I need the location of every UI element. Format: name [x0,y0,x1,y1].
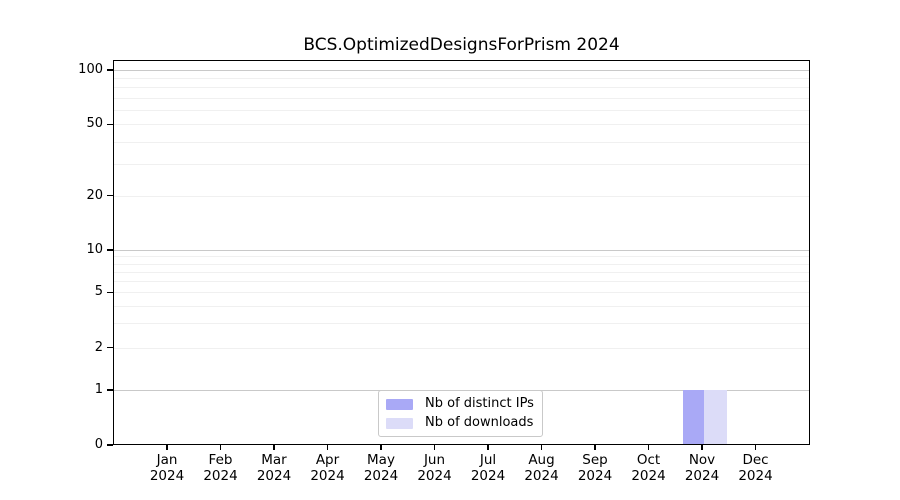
minor-gridline [114,164,809,166]
legend-label-distinct-ips: Nb of distinct IPs [425,396,534,411]
legend-label-downloads: Nb of downloads [425,415,534,430]
x-tick-year-label: 2024 [256,468,292,484]
x-tick-mark [594,445,596,450]
x-tick-month-label: Aug [528,452,555,468]
x-tick-mark [166,445,168,450]
x-tick-month-label: Sep [582,452,608,468]
x-tick-month-label: Oct [636,452,661,468]
x-tick-mark [326,445,329,450]
y-tick-mark [106,249,113,251]
legend: Nb of distinct IPs Nb of downloads [378,390,543,437]
x-tick-month-label: Apr [315,452,340,468]
minor-gridline [114,109,809,111]
minor-gridline [114,323,809,325]
x-tick-mark [487,445,489,450]
major-gridline [114,250,809,251]
legend-item-downloads[interactable]: Nb of downloads [386,415,534,431]
minor-gridline [114,347,809,349]
x-tick-mark [540,445,543,450]
x-tick-mark [754,445,757,450]
y-tick-mark [106,389,113,391]
x-tick-year-label: 2024 [631,468,666,484]
x-tick-month-label: Dec [742,452,769,468]
x-tick-month-label: Mar [261,452,287,468]
x-tick-year-label: 2024 [310,468,345,484]
x-tick-mark [380,445,382,450]
minor-gridline [114,271,809,273]
x-tick-month-label: Feb [208,452,233,468]
y-tick-label: 5 [94,284,103,300]
y-tick-label: 2 [94,339,103,355]
y-tick-mark [106,69,113,71]
y-tick-mark [106,444,113,446]
x-tick-mark [433,445,436,450]
minor-gridline [114,87,809,89]
minor-gridline [114,141,809,143]
minor-gridline [114,97,809,99]
x-tick-year-label: 2024 [738,468,773,484]
minor-gridline [114,78,809,80]
minor-gridline [114,256,809,258]
legend-item-distinct-ips[interactable]: Nb of distinct IPs [386,396,534,412]
x-tick-year-label: 2024 [149,468,185,484]
x-tick-year-label: 2024 [577,468,613,484]
x-tick-mark [273,445,275,450]
y-tick-mark [106,195,113,197]
plot-area: Nb of distinct IPs Nb of downloads [113,60,810,445]
y-tick-label: 10 [86,242,103,257]
x-tick-mark [219,445,222,450]
y-tick-mark [106,291,113,293]
minor-gridline [114,292,809,294]
x-tick-year-label: 2024 [470,468,506,484]
y-tick-label: 1 [94,382,103,397]
bar-distinct-ips[interactable] [682,390,704,444]
legend-swatch-downloads [386,417,413,429]
minor-gridline [114,195,809,197]
x-tick-month-label: May [367,452,395,468]
x-tick-year-label: 2024 [524,468,559,484]
minor-gridline [114,124,809,126]
legend-swatch-distinct-ips [386,398,413,410]
x-tick-mark [647,445,650,450]
x-tick-month-label: Jun [423,452,446,468]
y-tick-label: 50 [86,116,103,132]
y-tick-mark [106,347,113,349]
y-tick-label: 20 [86,187,103,203]
bar-downloads[interactable] [704,390,727,444]
major-gridline [114,70,809,71]
x-tick-year-label: 2024 [363,468,399,484]
x-tick-year-label: 2024 [203,468,238,484]
chart-title: BCS.OptimizedDesignsForPrism 2024 [303,35,620,55]
minor-gridline [114,281,809,283]
minor-gridline [114,263,809,265]
x-tick-month-label: Jul [479,452,497,468]
x-tick-month-label: Nov [688,452,716,468]
x-tick-year-label: 2024 [417,468,452,484]
x-tick-month-label: Jan [156,452,178,468]
x-tick-year-label: 2024 [684,468,720,484]
y-tick-mark [106,123,113,125]
minor-gridline [114,305,809,307]
y-tick-label: 100 [78,62,103,77]
y-tick-label: 0 [94,437,103,452]
x-tick-mark [701,445,703,450]
